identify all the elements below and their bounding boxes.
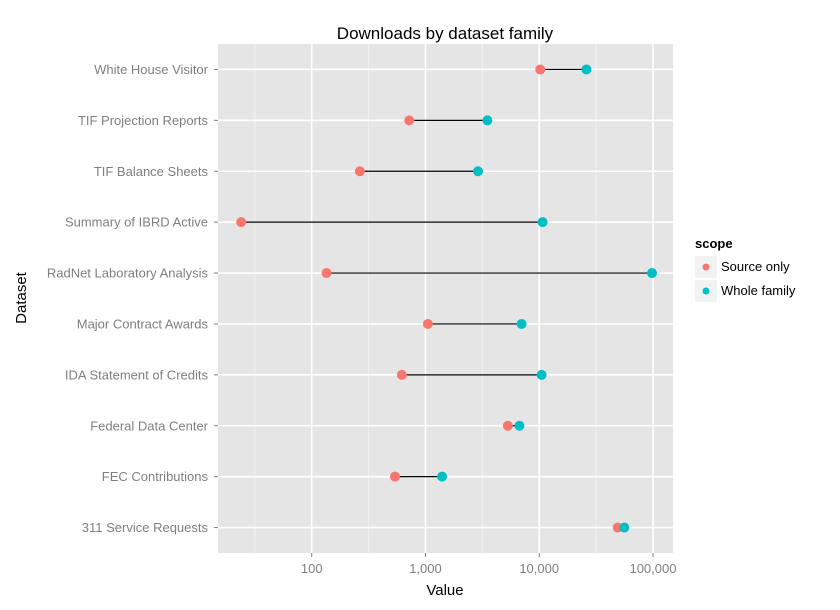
point-whole-family (437, 471, 448, 482)
y-axis-title: Dataset (13, 271, 30, 324)
point-source-only (236, 217, 247, 228)
point-source-only (404, 115, 415, 126)
point-source-only (354, 166, 365, 177)
dumbbell-segments (241, 68, 652, 529)
x-tick-label: 10,000 (519, 561, 559, 576)
y-tick-label: IDA Statement of Credits (65, 367, 209, 382)
y-tick-label: TIF Balance Sheets (94, 164, 209, 179)
point-whole-family (514, 420, 525, 431)
point-source-only (321, 268, 332, 279)
y-tick-label: Summary of IBRD Active (65, 215, 208, 230)
y-tick-label: Federal Data Center (90, 418, 208, 433)
y-tick-label: 311 Service Requests (82, 520, 209, 535)
x-tick-label: 100 (301, 561, 323, 576)
x-tick-label: 100,000 (629, 561, 676, 576)
y-tick-label: White House Visitor (94, 62, 209, 77)
point-whole-family (536, 369, 547, 380)
plot-panel (218, 44, 673, 553)
x-tick-label: 1,000 (409, 561, 442, 576)
point-source-only (535, 64, 546, 75)
y-tick-label: FEC Contributions (102, 469, 209, 484)
point-whole-family (516, 318, 527, 329)
x-axis-title: Value (426, 582, 463, 599)
point-source-only (502, 420, 513, 431)
chart-title: Downloads by dataset family (337, 24, 554, 43)
point-whole-family (473, 166, 484, 177)
legend-title: scope (695, 236, 733, 251)
y-tick-label: Major Contract Awards (77, 316, 209, 331)
point-whole-family (537, 217, 548, 228)
point-source-only (390, 471, 401, 482)
grid-minor (254, 44, 597, 553)
legend: scope Source only Whole family (695, 236, 796, 302)
legend-label: Whole family (721, 283, 796, 298)
y-tick-label: TIF Projection Reports (78, 113, 209, 128)
point-whole-family (581, 64, 592, 75)
point-whole-family (482, 115, 493, 126)
y-tick-label: RadNet Laboratory Analysis (47, 266, 209, 281)
legend-entries: Source only Whole family (695, 256, 796, 302)
point-source-only (422, 318, 433, 329)
legend-label: Source only (721, 259, 790, 274)
point-whole-family (619, 522, 630, 533)
x-axis-ticks: 100 1,000 10,000 100,000 (301, 553, 676, 576)
legend-swatch (702, 287, 710, 295)
point-source-only (396, 369, 407, 380)
data-points (236, 64, 657, 533)
y-axis-ticks: White House Visitor TIF Projection Report… (47, 62, 218, 535)
legend-swatch (702, 263, 710, 271)
point-whole-family (646, 268, 657, 279)
